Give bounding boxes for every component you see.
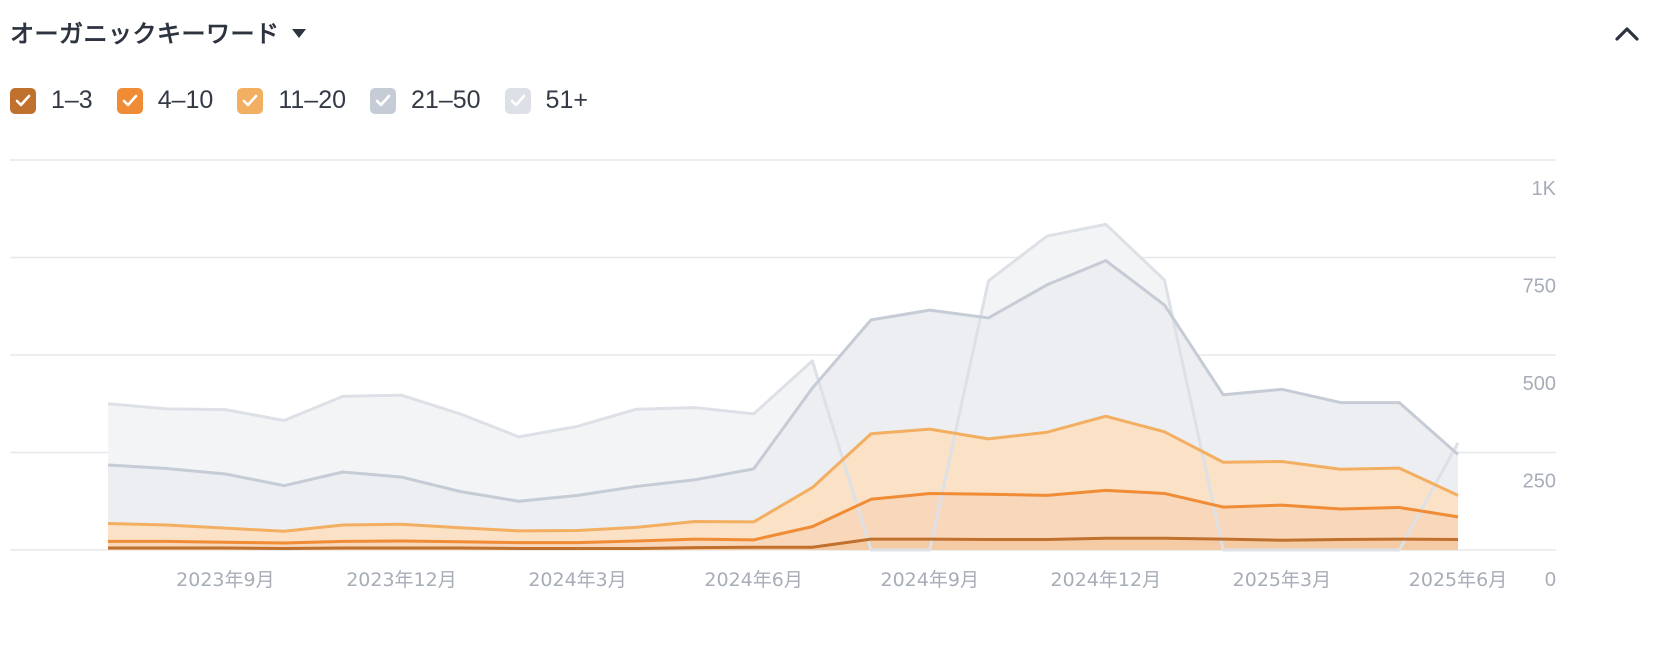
checkbox-1-3[interactable] (10, 87, 36, 114)
check-icon (375, 94, 391, 106)
legend-label: 1–3 (51, 86, 93, 114)
checkbox-51-plus[interactable] (504, 87, 531, 114)
caret-down-icon[interactable] (291, 29, 306, 38)
legend-label: 21–50 (411, 86, 481, 114)
legend: 1–3 4–10 11–20 21–50 51+ (10, 86, 612, 115)
series-line-21–50[interactable] (107, 259, 1459, 503)
x-tick-label: 2024年3月 (528, 569, 626, 591)
x-tick-label: 2025年3月 (1233, 569, 1331, 591)
legend-item-21-50[interactable]: 21–50 (370, 86, 481, 115)
legend-label: 4–10 (157, 86, 214, 114)
x-tick-label: 2023年9月 (176, 569, 274, 591)
y-tick-label: 0 (1545, 569, 1556, 591)
checkbox-11-20[interactable] (237, 87, 264, 114)
y-axis-ticks: 0 250 500 750 1K (1523, 178, 1557, 591)
title-dropdown[interactable]: オーガニックキーワード (10, 14, 306, 49)
check-icon (15, 94, 31, 106)
x-tick-label: 2024年6月 (704, 569, 802, 591)
legend-label: 51+ (545, 86, 588, 114)
checkbox-4-10[interactable] (116, 87, 143, 114)
series-line-51+[interactable] (107, 222, 1460, 552)
y-tick-label: 1K (1532, 178, 1557, 200)
widget-title: オーガニックキーワード (10, 20, 280, 48)
x-axis-ticks: 2023年9月 2023年12月 2024年3月 2024年6月 2024年9月 2024… (176, 569, 1507, 591)
series-line-11–20[interactable] (107, 414, 1459, 533)
check-icon (122, 94, 138, 106)
series-line-4–10[interactable] (108, 488, 1459, 545)
legend-item-4-10[interactable]: 4–10 (116, 86, 214, 115)
legend-item-1-3[interactable]: 1–3 (10, 86, 93, 115)
checkbox-21-50[interactable] (370, 87, 397, 114)
series-line-1–3[interactable] (108, 536, 1459, 550)
legend-item-11-20[interactable]: 11–20 (237, 86, 346, 115)
legend-item-51-plus[interactable]: 51+ (504, 86, 588, 115)
chevron-up-icon (1615, 27, 1639, 41)
y-tick-label: 750 (1523, 276, 1556, 298)
y-tick-label: 250 (1523, 471, 1556, 493)
check-icon (510, 94, 525, 106)
x-tick-label: 2024年9月 (881, 569, 979, 591)
y-tick-label: 500 (1523, 373, 1556, 395)
series-lines (107, 222, 1460, 552)
check-icon (243, 94, 258, 106)
series-areas (108, 224, 1458, 550)
x-tick-label: 2024年12月 (1051, 569, 1162, 591)
legend-label: 11–20 (278, 86, 347, 114)
x-tick-label: 2023年12月 (346, 569, 457, 591)
area-4–10 (108, 490, 1458, 550)
area-1–3 (108, 538, 1458, 550)
x-tick-label: 2025年6月 (1409, 569, 1507, 591)
collapse-button[interactable] (1612, 18, 1642, 48)
